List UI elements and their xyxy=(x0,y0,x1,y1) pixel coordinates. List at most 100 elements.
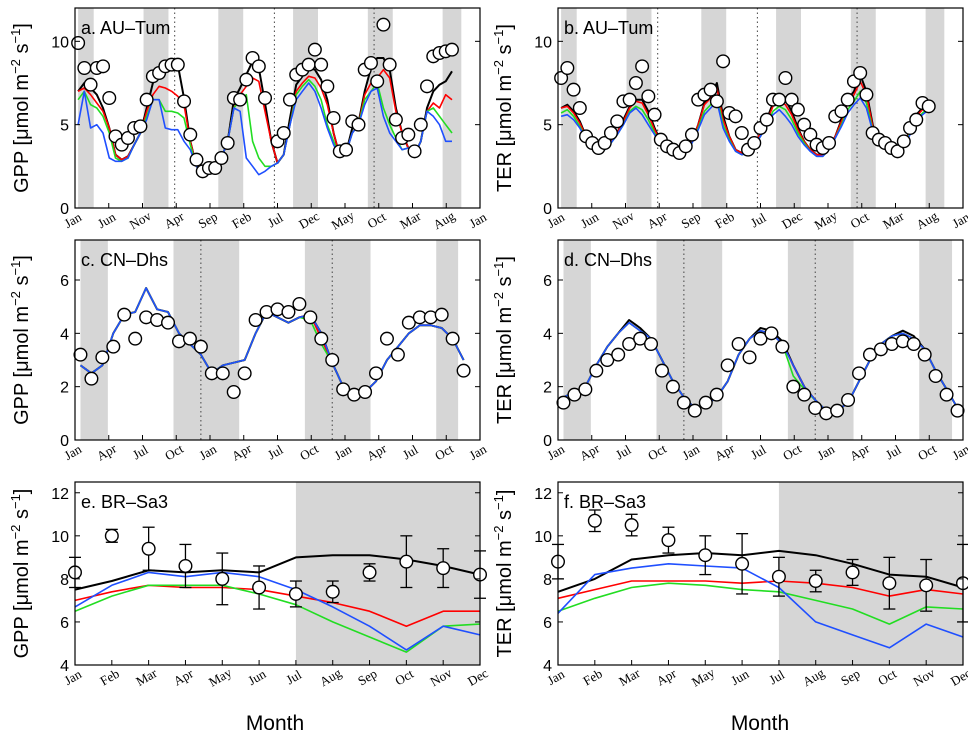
y-label-quantity: GPP xyxy=(11,611,33,658)
observed-point xyxy=(363,56,378,71)
observed-point xyxy=(635,59,650,74)
observed-point xyxy=(566,82,581,97)
y-label-quantity: GPP xyxy=(11,145,33,192)
panel-1: 0 5 10 Jan Jun Nov Apr Sep Feb Jul Dec May Oct Mar Aug… xyxy=(8,7,489,233)
plot-frame xyxy=(74,481,481,666)
observed-point xyxy=(939,387,954,402)
observed-point xyxy=(376,17,391,32)
observed-point xyxy=(830,403,845,418)
y-label-superscript: −1 xyxy=(8,29,23,44)
panel-3: 0 2 4 6 Jan Apr Jul Oct Jan Apr Jul Oct Jan Apr Jul Oct… xyxy=(8,239,489,464)
x-tick-label: Dec xyxy=(296,208,322,232)
x-tick-label: Jun xyxy=(245,666,269,688)
x-tick-label: Mar xyxy=(616,665,643,689)
observed-point xyxy=(170,57,185,72)
y-label-unit: [μmol m xyxy=(11,539,33,611)
x-tick-label: Sep xyxy=(355,666,379,689)
observed-point xyxy=(919,578,934,593)
y-axis-label: GPP [μmol m−2 s−1] xyxy=(8,255,33,425)
observed-point xyxy=(661,533,676,548)
y-label-superscript: −2 xyxy=(491,526,506,541)
observed-point xyxy=(578,382,593,397)
y-tick-label: 4 xyxy=(543,658,552,675)
y-tick-label: 8 xyxy=(60,572,69,589)
observed-point xyxy=(647,107,662,122)
y-tick-label: 10 xyxy=(534,529,552,546)
observed-point xyxy=(917,347,932,362)
x-tick-label: May xyxy=(689,664,718,689)
series-line-blue xyxy=(557,563,964,649)
y-tick-label: 6 xyxy=(543,273,552,290)
observed-point xyxy=(325,353,340,368)
observed-point xyxy=(778,70,793,85)
y-label-unit: [μmol m xyxy=(494,307,516,379)
observed-point xyxy=(208,160,223,175)
observed-point xyxy=(786,379,801,394)
x-tick-label: Aug xyxy=(800,665,827,689)
observed-point xyxy=(840,92,855,107)
observed-point xyxy=(339,142,354,157)
x-tick-label: Nov xyxy=(427,665,454,689)
y-label-unit: s xyxy=(11,509,33,525)
observed-point xyxy=(314,331,329,346)
observed-point xyxy=(288,586,303,601)
x-tick-label: Jan xyxy=(196,441,219,463)
observed-point xyxy=(720,358,735,373)
observed-point xyxy=(735,556,750,571)
observed-point xyxy=(644,337,659,352)
observed-point xyxy=(589,363,604,378)
observed-point xyxy=(633,331,648,346)
y-tick-label: 10 xyxy=(534,34,552,51)
panel-title: a. AU–Tum xyxy=(81,18,170,38)
y-label-unit: [μmol m xyxy=(494,540,516,612)
y-tick-label: 0 xyxy=(543,201,552,218)
observed-point xyxy=(909,112,924,127)
observed-point xyxy=(358,385,373,400)
observed-point xyxy=(326,110,341,125)
observed-point xyxy=(301,57,316,72)
y-tick-label: 10 xyxy=(51,529,69,546)
y-tick-label: 5 xyxy=(60,118,69,135)
observed-point xyxy=(307,42,322,57)
x-tick-label: Nov xyxy=(910,665,937,689)
observed-point xyxy=(862,347,877,362)
x-tick-label: Apr xyxy=(161,208,187,231)
x-tick-label: Jun xyxy=(95,209,119,231)
observed-point xyxy=(215,366,230,381)
y-tick-label: 2 xyxy=(543,380,552,397)
plot-frame xyxy=(74,7,481,209)
y-label-superscript: −1 xyxy=(8,261,23,276)
x-tick-label: Oct xyxy=(432,441,456,464)
observed-point xyxy=(161,315,176,330)
shaded-band xyxy=(218,8,244,208)
observed-point xyxy=(567,387,582,402)
observed-point xyxy=(336,382,351,397)
observed-point xyxy=(95,350,110,365)
y-axis-label: TER [μmol m−2 s−1] xyxy=(491,256,516,424)
x-tick-label: Jul xyxy=(766,667,787,688)
observed-point xyxy=(434,307,449,322)
x-tick-label: Jan xyxy=(949,441,968,463)
x-tick-label: Apr xyxy=(577,440,603,463)
y-label-superscript: −1 xyxy=(491,262,506,277)
observed-point xyxy=(797,387,812,402)
y-tick-label: 6 xyxy=(60,615,69,632)
x-tick-label: Oct xyxy=(392,666,416,689)
observed-point xyxy=(890,144,905,159)
panel-title: c. CN–Dhs xyxy=(81,250,168,270)
y-label-unit: s xyxy=(11,44,33,60)
x-tick-label: May xyxy=(206,664,235,689)
series-line-blue xyxy=(563,321,959,412)
observed-point xyxy=(214,150,229,165)
x-tick-label: Oct xyxy=(915,441,939,464)
y-label-superscript: −1 xyxy=(491,30,506,45)
observed-point xyxy=(84,371,99,386)
observed-point xyxy=(282,92,297,107)
observed-point xyxy=(603,125,618,140)
y-tick-label: 4 xyxy=(543,326,552,343)
x-tick-label: May xyxy=(329,207,358,232)
series-line-red xyxy=(557,580,964,600)
observed-point xyxy=(873,342,888,357)
y-tick-label: 10 xyxy=(51,34,69,51)
y-tick-label: 4 xyxy=(60,658,69,675)
